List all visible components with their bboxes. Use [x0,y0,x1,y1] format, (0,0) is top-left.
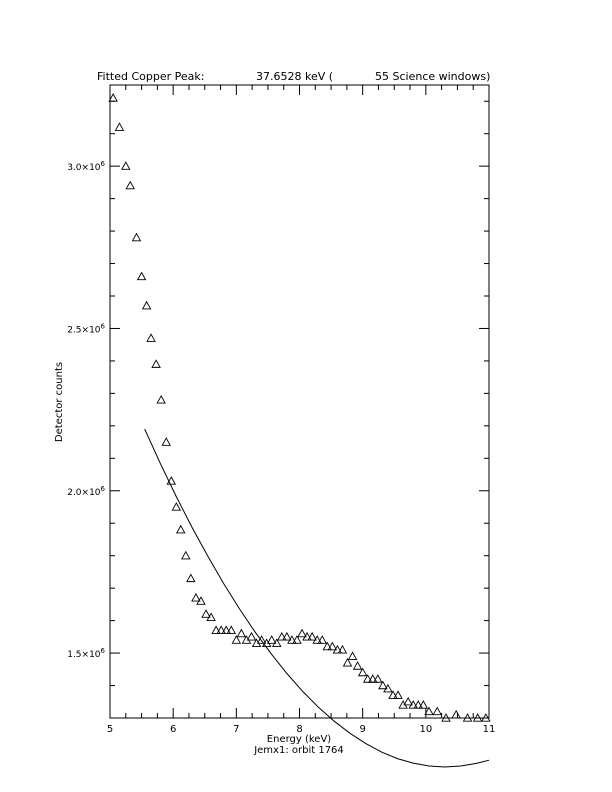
data-point-triangle [211,625,221,635]
data-point-triangle [332,644,343,654]
y-tick-label: 3.0×106 [67,160,105,173]
data-point-triangle [322,641,333,651]
data-point-triangle [236,628,247,638]
data-point-triangle [373,674,383,683]
data-point-triangle [151,359,161,368]
x-tick-label: 9 [359,724,365,735]
data-point-triangle [206,612,216,622]
data-point-triangle [292,635,302,644]
data-point-triangle [352,661,363,670]
data-point-triangle [246,631,257,641]
plot-frame [109,84,490,719]
y-tick-label: 1.5×106 [67,647,105,660]
data-point-triangle [108,93,118,102]
data-point-triangle [393,690,403,699]
data-point-triangle [287,635,297,644]
data-point-triangle [362,674,373,683]
x-tick-label: 6 [170,724,176,735]
data-point-triangle [266,635,277,644]
data-point-triangle [368,674,378,683]
x-tick-label: 7 [233,724,239,735]
data-point-triangle [226,625,237,635]
y-axis-label: Detector counts [54,362,65,442]
data-point-triangle [125,180,135,190]
data-point-triangle [181,550,191,560]
x-tick-labels: 5 6 7 8 9 10 11 [107,724,496,735]
data-point-triangle [277,631,287,641]
data-point-triangle [327,641,338,651]
data-point-triangle [121,161,131,170]
data-point-triangle [141,300,152,310]
data-point-triangle [424,706,434,716]
data-point-triangle [196,596,206,605]
x-tick-label: 10 [419,724,432,735]
data-point-triangle [175,524,186,534]
y-tick-label: 2.0×106 [67,485,105,498]
data-point-triangle [403,696,413,706]
data-point-triangle [302,631,312,641]
data-point-triangle [136,271,147,281]
chart-title-label: Fitted Copper Peak: [97,70,204,83]
data-point-triangle [317,635,328,644]
y-tick-label: 2.5×106 [67,322,105,335]
x-tick-label: 11 [483,724,496,735]
data-point-triangle [297,628,307,638]
data-point-triangle [441,713,451,722]
data-point-triangle [201,609,211,618]
footer-text: Jemx1: orbit 1764 [253,745,344,756]
data-point-triangle [432,706,442,716]
data-point-triangle [161,437,171,446]
data-point-triangle [388,690,398,699]
data-point-triangle [462,713,473,722]
data-point-triangle [186,573,196,583]
axis-ticks [109,85,490,719]
chart-title-windows: 55 Science windows) [375,70,490,83]
data-point-triangle [156,394,166,404]
data-point-triangle [418,700,429,709]
chart-title-value: 37.6528 keV ( [256,70,333,83]
data-point-triangle [171,502,182,511]
data-point-triangle [337,644,348,654]
x-tick-label: 8 [296,724,302,735]
data-point-triangle [451,709,461,719]
data-point-triangle [378,680,388,690]
x-axis-label: Energy (keV) [267,734,332,745]
data-point-triangle [191,592,201,602]
data-point-triangle [383,683,393,693]
data-point-triangle [282,631,292,641]
data-point-triangle [231,635,242,644]
data-point-triangle [413,700,424,709]
data-point-triangle [114,122,125,131]
data-point-triangle [256,635,267,644]
x-tick-label: 5 [107,724,113,735]
data-point-triangle [221,625,231,635]
data-point-triangle [357,667,368,677]
data-point-triangle [347,651,358,660]
data-point-triangle [271,638,282,647]
data-point-triangle [312,635,322,644]
fit-curve [144,428,490,768]
data-point-triangle [472,713,483,722]
data-point-triangle [408,700,418,709]
data-point-triangle [166,476,177,485]
data-points [108,93,491,722]
data-point-triangle [146,333,156,342]
data-point-triangle [481,713,491,722]
data-point-triangle [131,232,142,242]
data-point-triangle [342,657,353,667]
data-point-triangle [307,631,317,641]
data-point-triangle [216,625,226,635]
y-tick-labels: 1.5×106 2.0×106 2.5×106 3.0×106 [67,160,105,660]
